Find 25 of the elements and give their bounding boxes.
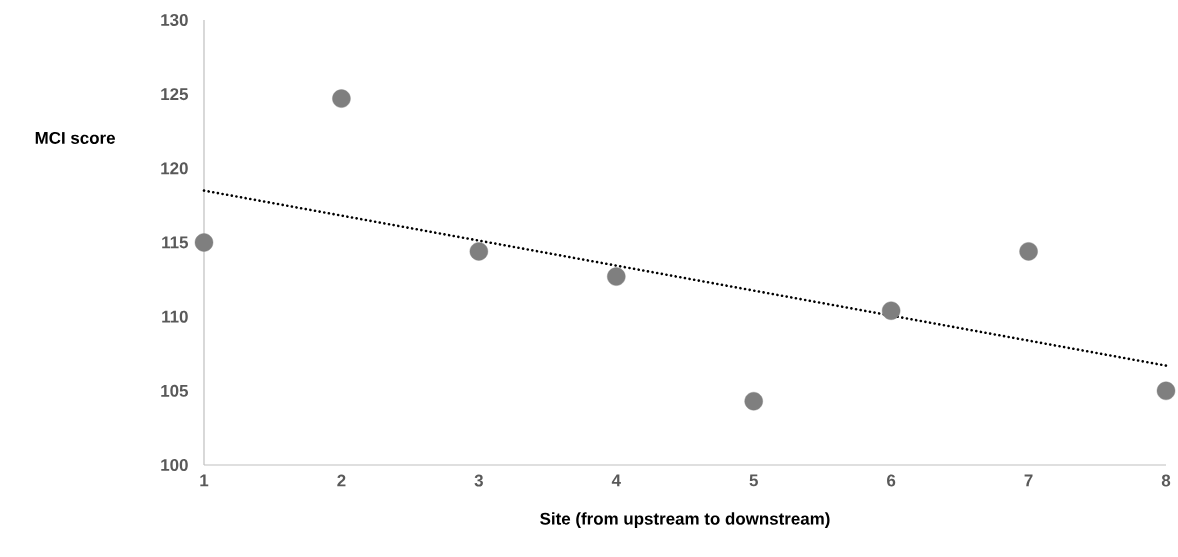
point xyxy=(1156,381,1176,401)
y-tick-label: 100 xyxy=(161,459,188,471)
x-tick-label: 1 xyxy=(200,474,209,487)
point xyxy=(744,392,763,411)
x-tick-label: 4 xyxy=(611,474,621,487)
y-tick-label: 120 xyxy=(161,162,188,175)
point xyxy=(1019,242,1038,261)
point xyxy=(332,89,351,108)
y-tick-label: 130 xyxy=(161,13,188,26)
y-tick-label: 115 xyxy=(162,236,189,249)
x-tick-label: 6 xyxy=(887,474,896,487)
y-tick-label: 125 xyxy=(161,88,189,101)
x-tick-label: 7 xyxy=(1024,474,1033,487)
y-tick-label: 110 xyxy=(162,310,188,323)
point xyxy=(194,233,214,252)
point xyxy=(607,267,626,286)
point xyxy=(469,242,489,261)
x-axis-title: Site (from upstream to downstream) xyxy=(540,512,830,529)
x-tick-label: 5 xyxy=(749,474,758,487)
x-tick-label: 3 xyxy=(474,474,483,487)
x-tick-label: 8 xyxy=(1161,474,1171,487)
point xyxy=(881,301,901,320)
y-axis-title: MCI score xyxy=(35,131,115,144)
y-tick-label: 105 xyxy=(161,384,189,397)
x-tick-label: 2 xyxy=(337,474,346,487)
